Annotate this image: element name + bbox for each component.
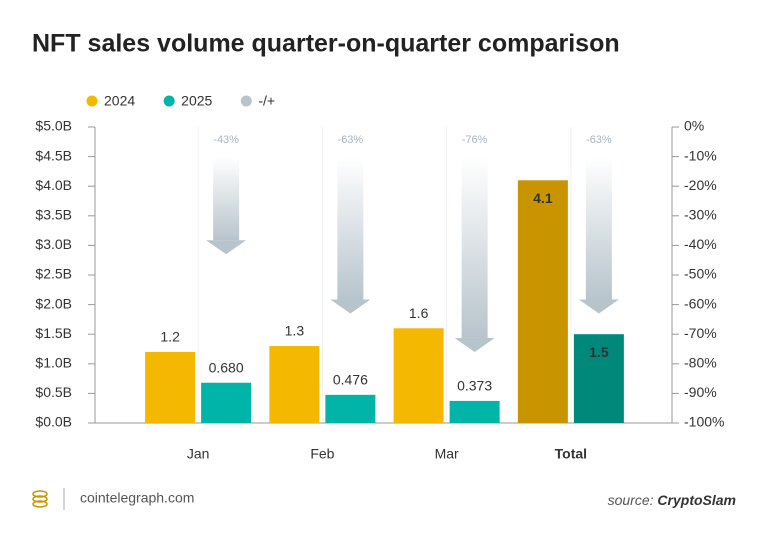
bar	[145, 351, 196, 423]
arrow-shaft	[213, 157, 240, 241]
bar	[393, 328, 444, 423]
value-label: 1.6	[409, 305, 429, 321]
y-tick-label: $2.0B	[35, 295, 72, 311]
bar	[449, 400, 500, 423]
x-tick-label: Jan	[187, 446, 210, 462]
y-tick-label: $2.5B	[35, 266, 72, 282]
source: source: CryptoSlam	[608, 492, 736, 508]
y2-tick-label: -60%	[684, 295, 717, 311]
arrow-shaft	[337, 157, 364, 300]
change-label: -76%	[462, 134, 488, 146]
arrow-head	[330, 299, 371, 314]
legend-label: 2024	[104, 93, 135, 109]
change-arrow	[454, 157, 495, 352]
y2-tick-label: -40%	[684, 236, 717, 252]
value-label: 1.2	[160, 329, 180, 345]
x-tick-label: Feb	[310, 446, 334, 462]
x-tick-label: Mar	[435, 446, 459, 462]
legend-label: -/+	[258, 93, 275, 109]
value-label: 0.373	[457, 378, 492, 394]
y-tick-label: $3.0B	[35, 236, 72, 252]
bar	[573, 334, 624, 423]
legend-swatch	[240, 95, 252, 107]
legend-swatch	[86, 95, 98, 107]
arrow-shaft	[461, 157, 488, 338]
source-name: CryptoSlam	[657, 492, 736, 508]
legend-swatch	[163, 95, 175, 107]
bar	[325, 394, 376, 423]
arrow-head	[206, 240, 247, 255]
arrow-shaft	[585, 157, 612, 300]
value-label: 0.680	[209, 359, 244, 375]
bar	[201, 382, 252, 423]
bar	[269, 346, 320, 423]
y2-tick-label: -70%	[684, 325, 717, 341]
change-label: -43%	[213, 134, 239, 146]
change-label: -63%	[338, 134, 364, 146]
value-label: 4.1	[533, 190, 553, 206]
y2-tick-label: -30%	[684, 207, 717, 223]
y-tick-label: $5.0B	[35, 118, 72, 134]
y-tick-label: $1.0B	[35, 355, 72, 371]
y-tick-label: $3.5B	[35, 207, 72, 223]
change-arrow	[330, 157, 371, 314]
source-label: source:	[608, 492, 654, 508]
change-arrow	[206, 157, 247, 255]
y-tick-label: $0.5B	[35, 384, 72, 400]
arrow-head	[454, 337, 495, 352]
value-label: 0.476	[333, 372, 368, 388]
y-tick-label: $0.0B	[35, 414, 72, 430]
bar	[517, 180, 568, 423]
y-tick-label: $4.5B	[35, 147, 72, 163]
y2-tick-label: 0%	[684, 118, 704, 134]
site: cointelegraph.com	[80, 490, 194, 506]
y2-tick-label: -80%	[684, 355, 717, 371]
y2-tick-label: -10%	[684, 147, 717, 163]
x-tick-label: Total	[555, 446, 587, 462]
arrow-head	[578, 299, 619, 314]
y-tick-label: $1.5B	[35, 325, 72, 341]
change-label: -63%	[586, 134, 612, 146]
y2-tick-label: -100%	[684, 414, 724, 430]
value-label: 1.5	[589, 344, 609, 360]
change-arrow	[578, 157, 619, 314]
value-label: 1.3	[285, 323, 305, 339]
logo	[32, 490, 48, 508]
y2-tick-label: -50%	[684, 266, 717, 282]
y2-tick-label: -20%	[684, 177, 717, 193]
y-tick-label: $4.0B	[35, 177, 72, 193]
y2-tick-label: -90%	[684, 384, 717, 400]
chart-title: NFT sales volume quarter-on-quarter comp…	[32, 30, 620, 58]
legend-label: 2025	[181, 93, 212, 109]
